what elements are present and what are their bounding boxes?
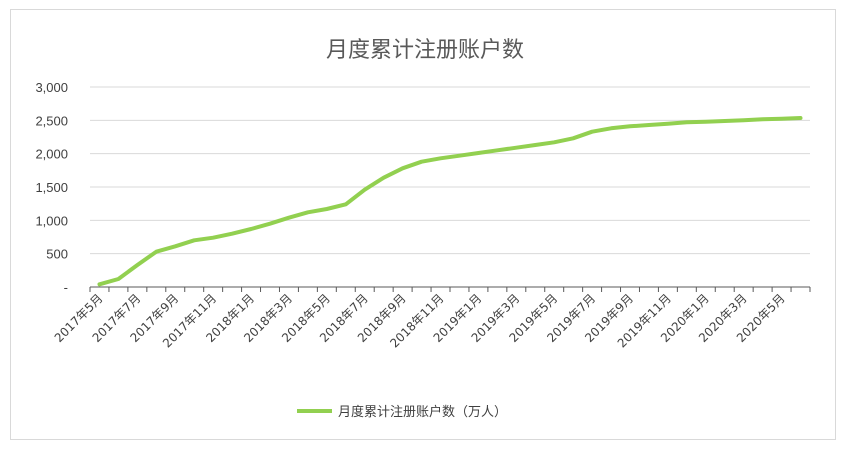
y-tick-label: 1,000 bbox=[35, 213, 68, 228]
x-axis bbox=[89, 286, 811, 292]
legend-label: 月度累计注册账户数（万人） bbox=[338, 404, 507, 420]
y-tick-label: 2,000 bbox=[35, 147, 68, 162]
chart-frame bbox=[10, 9, 836, 440]
chart-title: 月度累计注册账户数 bbox=[326, 38, 524, 63]
legend: 月度累计注册账户数（万人） bbox=[297, 404, 507, 420]
y-tick-label: - bbox=[64, 280, 68, 295]
y-axis-ticks: - 500 1,000 1,500 2,000 2,500 3,000 bbox=[35, 80, 68, 295]
series-group bbox=[97, 116, 803, 287]
series-line bbox=[97, 116, 803, 287]
y-tick-label: 500 bbox=[46, 247, 68, 262]
gridlines bbox=[90, 86, 810, 255]
y-tick-label: 1,500 bbox=[35, 180, 68, 195]
y-tick-label: 3,000 bbox=[35, 80, 68, 95]
y-tick-label: 2,500 bbox=[35, 113, 68, 128]
x-axis-ticks: 2017年5月2017年7月2017年9月2017年11月2018年1月2018… bbox=[52, 291, 788, 350]
